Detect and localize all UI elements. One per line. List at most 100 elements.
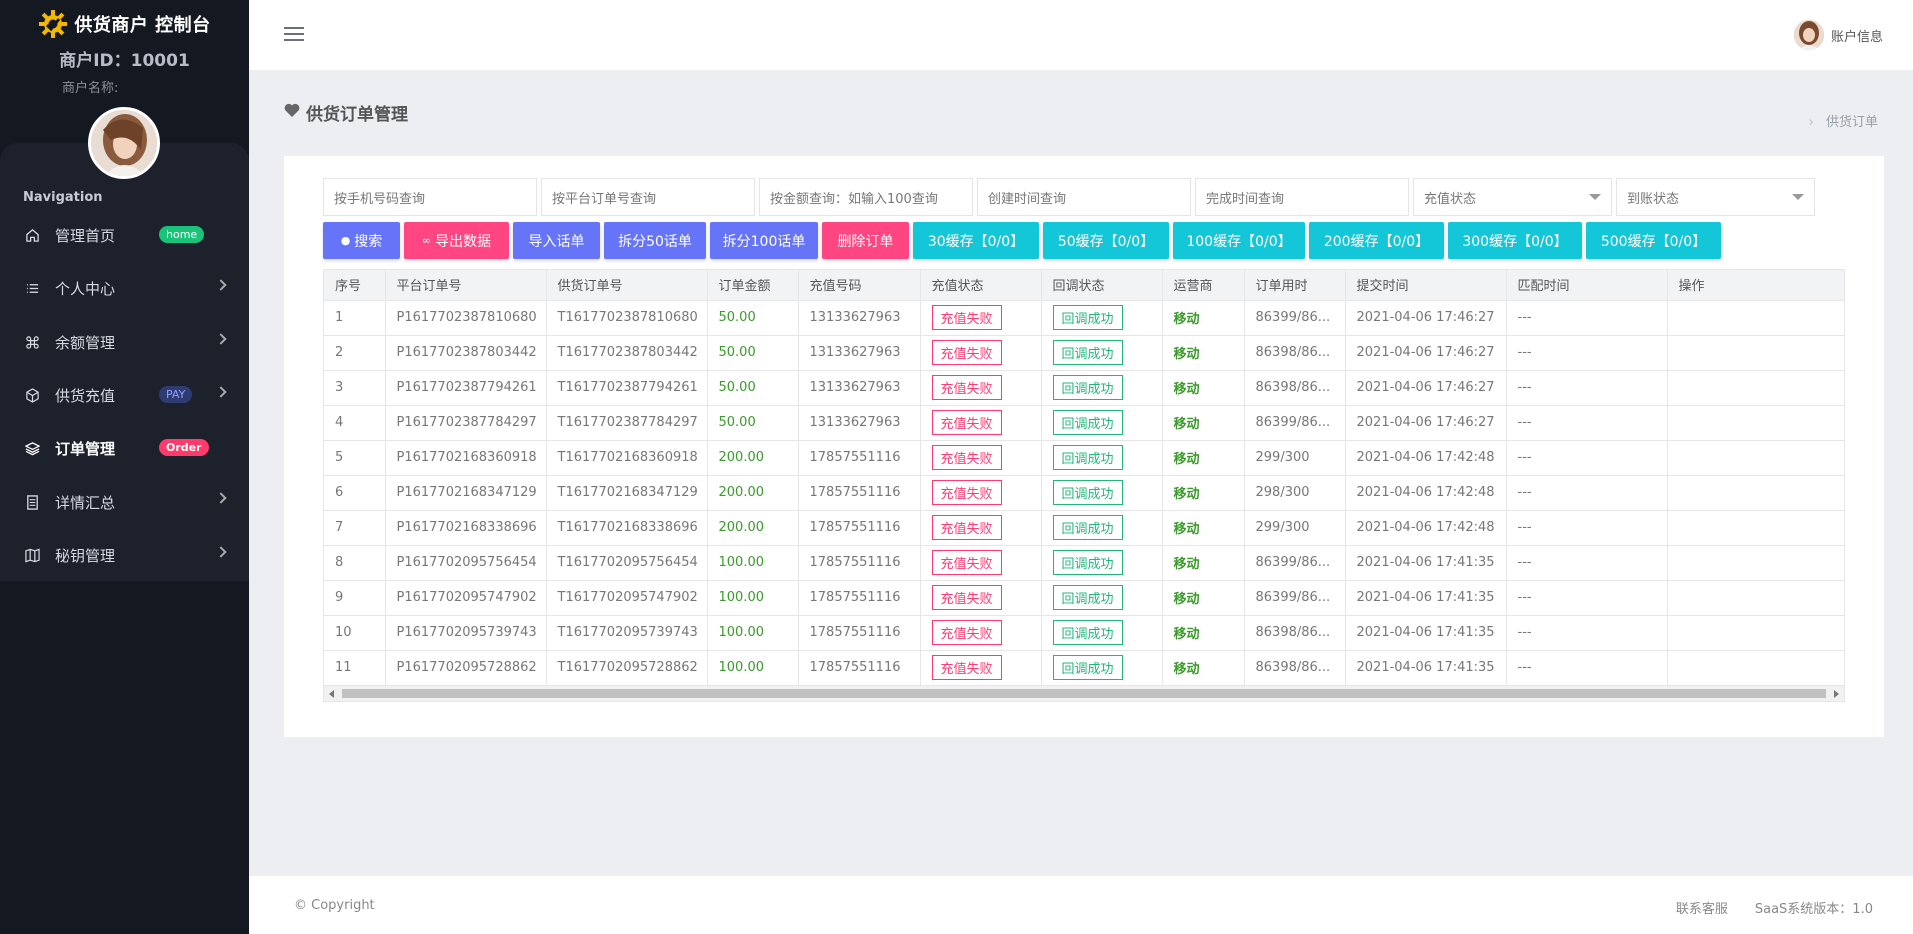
cell-actions[interactable] bbox=[1667, 405, 1844, 441]
cell-platform: P1617702168360918 bbox=[385, 440, 547, 476]
sidebar-item-home[interactable]: 管理首页 home bbox=[0, 209, 249, 262]
footer-links: 联系客服 SaaS系统版本：1.0 bbox=[1649, 898, 1873, 917]
amount-search-input[interactable]: 按金额查询：如输入100查询 bbox=[759, 178, 973, 216]
cell-supply: T1617702168347129 bbox=[546, 475, 708, 511]
cell-phone: 17857551116 bbox=[798, 650, 921, 686]
cell-operator: 移动 bbox=[1162, 580, 1245, 616]
cell-actions[interactable] bbox=[1667, 650, 1844, 686]
scrollbar-thumb[interactable] bbox=[342, 689, 1826, 698]
delete-order-button[interactable]: 删除订单 bbox=[822, 222, 909, 259]
column-header[interactable]: 订单用时 bbox=[1244, 270, 1346, 301]
sidebar-item-label: 个人中心 bbox=[55, 280, 116, 299]
column-header[interactable]: 匹配时间 bbox=[1506, 270, 1668, 301]
cache-300-button[interactable]: 300缓存【0/0】 bbox=[1448, 222, 1582, 259]
recharge-status-select[interactable]: 充值状态 bbox=[1413, 178, 1612, 216]
menu-toggle-icon[interactable] bbox=[284, 27, 304, 43]
cell-submitted: 2021-04-06 17:41:35 bbox=[1345, 545, 1507, 581]
table-row[interactable]: 7 P1617702168338696 T1617702168338696 200.0… bbox=[324, 510, 1844, 546]
scroll-left-icon[interactable] bbox=[329, 690, 334, 698]
sidebar-item-supply-recharge[interactable]: 供货充值 PAY bbox=[0, 369, 249, 422]
import-button[interactable]: 导入话单 bbox=[513, 222, 600, 259]
cell-actions[interactable] bbox=[1667, 545, 1844, 581]
column-header[interactable]: 充值状态 bbox=[920, 270, 1042, 301]
cell-callback: 回调成功 bbox=[1041, 335, 1163, 371]
sidebar-item-profile[interactable]: 个人中心 bbox=[0, 262, 249, 315]
recharge-status-badge: 充值失败 bbox=[931, 655, 1002, 680]
topbar: 账户信息 bbox=[249, 0, 1913, 70]
cell-status: 充值失败 bbox=[920, 580, 1042, 616]
table-row[interactable]: 11 P1617702095728862 T1617702095728862 100.… bbox=[324, 650, 1844, 686]
split-50-button[interactable]: 拆分50话单 bbox=[604, 222, 706, 259]
column-header[interactable]: 操作 bbox=[1667, 270, 1844, 301]
cell-callback: 回调成功 bbox=[1041, 300, 1163, 336]
platform-order-search-input[interactable]: 按平台订单号查询 bbox=[541, 178, 755, 216]
column-header[interactable]: 平台订单号 bbox=[385, 270, 547, 301]
search-button[interactable]: ● 搜索 bbox=[323, 222, 400, 259]
sidebar-item-keys[interactable]: 秘钥管理 bbox=[0, 529, 249, 582]
caret-down-icon bbox=[1589, 194, 1601, 200]
sidebar-item-summary[interactable]: 详情汇总 bbox=[0, 475, 249, 528]
arrival-status-select[interactable]: 到账状态 bbox=[1616, 178, 1815, 216]
cache-100-button[interactable]: 100缓存【0/0】 bbox=[1173, 222, 1305, 259]
cell-actions[interactable] bbox=[1667, 370, 1844, 406]
recharge-status-badge: 充值失败 bbox=[931, 620, 1002, 645]
phone-search-input[interactable]: 按手机号码查询 bbox=[323, 178, 537, 216]
cell-actions[interactable] bbox=[1667, 335, 1844, 371]
column-header[interactable]: 回调状态 bbox=[1041, 270, 1163, 301]
account-menu[interactable]: 账户信息 bbox=[1793, 20, 1883, 50]
table-row[interactable]: 8 P1617702095756454 T1617702095756454 100.0… bbox=[324, 545, 1844, 581]
cell-operator: 移动 bbox=[1162, 475, 1245, 511]
cell-actions[interactable] bbox=[1667, 475, 1844, 511]
cell-actions[interactable] bbox=[1667, 510, 1844, 546]
cell-callback: 回调成功 bbox=[1041, 545, 1163, 581]
cell-callback: 回调成功 bbox=[1041, 370, 1163, 406]
cell-actions[interactable] bbox=[1667, 440, 1844, 476]
column-header[interactable]: 序号 bbox=[324, 270, 386, 301]
table-row[interactable]: 1 P1617702387810680 T1617702387810680 50.00… bbox=[324, 300, 1844, 336]
column-header[interactable]: 提交时间 bbox=[1345, 270, 1507, 301]
cell-duration: 299/300 bbox=[1244, 510, 1346, 546]
order-badge: Order bbox=[159, 439, 209, 457]
table-row[interactable]: 5 P1617702168360918 T1617702168360918 200.0… bbox=[324, 440, 1844, 476]
cell-phone: 13133627963 bbox=[798, 370, 921, 406]
scroll-right-icon[interactable] bbox=[1834, 690, 1839, 698]
version-text: SaaS系统版本：1.0 bbox=[1754, 902, 1873, 917]
cache-200-button[interactable]: 200缓存【0/0】 bbox=[1309, 222, 1444, 259]
sidebar-item-label: 管理首页 bbox=[55, 227, 116, 246]
breadcrumb-item[interactable]: 供货订单 bbox=[1825, 115, 1878, 130]
cell-actions[interactable] bbox=[1667, 580, 1844, 616]
page-title-text: 供货订单管理 bbox=[306, 105, 408, 125]
created-time-input[interactable]: 创建时间查询 bbox=[977, 178, 1191, 216]
table-row[interactable]: 4 P1617702387784297 T1617702387784297 50.00… bbox=[324, 405, 1844, 441]
table-row[interactable]: 10 P1617702095739743 T1617702095739743 100.… bbox=[324, 615, 1844, 651]
sidebar-item-orders[interactable]: 订单管理 Order bbox=[0, 422, 249, 475]
callback-status-badge: 回调成功 bbox=[1052, 480, 1123, 505]
arrival-status-value: 到账状态 bbox=[1627, 191, 1680, 207]
cell-supply: T1617702168338696 bbox=[546, 510, 708, 546]
cell-no: 4 bbox=[324, 405, 386, 441]
cell-actions[interactable] bbox=[1667, 615, 1844, 651]
export-button[interactable]: ∞ 导出数据 bbox=[404, 222, 509, 259]
cache-500-button[interactable]: 500缓存【0/0】 bbox=[1586, 222, 1721, 259]
column-header[interactable]: 充值号码 bbox=[798, 270, 921, 301]
sidebar-item-balance[interactable]: 余额管理 bbox=[0, 316, 249, 369]
cell-actions[interactable] bbox=[1667, 300, 1844, 336]
column-header[interactable]: 订单金额 bbox=[707, 270, 799, 301]
table-row[interactable]: 9 P1617702095747902 T1617702095747902 100.0… bbox=[324, 580, 1844, 616]
table-row[interactable]: 3 P1617702387794261 T1617702387794261 50.00… bbox=[324, 370, 1844, 406]
cell-operator: 移动 bbox=[1162, 370, 1245, 406]
split-100-button[interactable]: 拆分100话单 bbox=[710, 222, 818, 259]
callback-status-badge: 回调成功 bbox=[1052, 620, 1123, 645]
avatar[interactable] bbox=[88, 107, 160, 179]
column-header[interactable]: 运营商 bbox=[1162, 270, 1245, 301]
horizontal-scrollbar[interactable] bbox=[324, 685, 1844, 701]
cell-no: 7 bbox=[324, 510, 386, 546]
cell-status: 充值失败 bbox=[920, 370, 1042, 406]
cache-30-button[interactable]: 30缓存【0/0】 bbox=[913, 222, 1039, 259]
table-row[interactable]: 6 P1617702168347129 T1617702168347129 200.0… bbox=[324, 475, 1844, 511]
completed-time-input[interactable]: 完成时间查询 bbox=[1195, 178, 1409, 216]
cache-50-button[interactable]: 50缓存【0/0】 bbox=[1043, 222, 1169, 259]
support-link[interactable]: 联系客服 bbox=[1675, 902, 1728, 917]
column-header[interactable]: 供货订单号 bbox=[546, 270, 708, 301]
table-row[interactable]: 2 P1617702387803442 T1617702387803442 50.00… bbox=[324, 335, 1844, 371]
